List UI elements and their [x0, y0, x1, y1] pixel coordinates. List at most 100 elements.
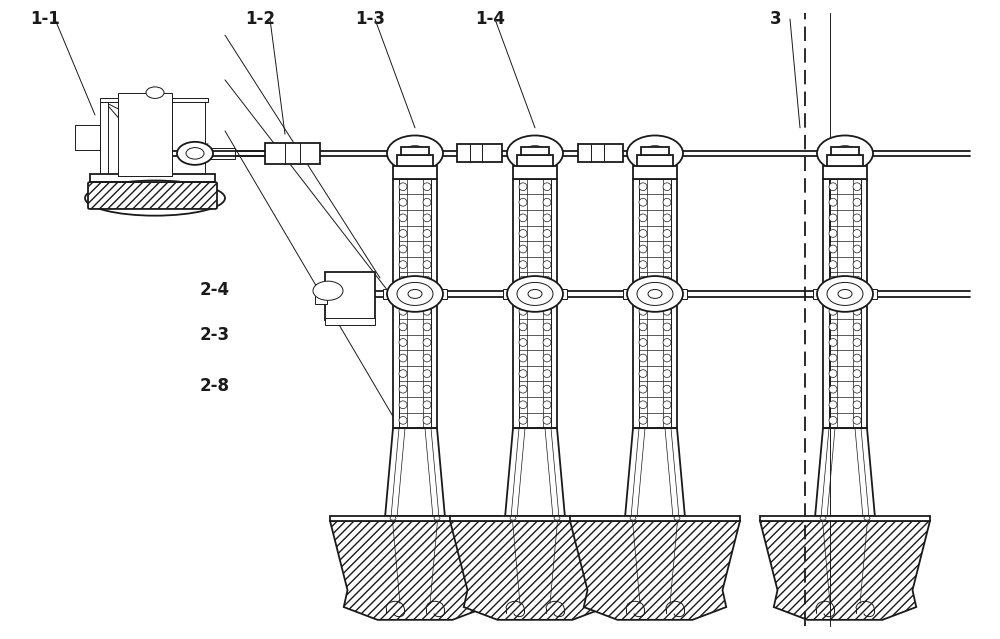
Circle shape	[507, 276, 563, 312]
Ellipse shape	[519, 229, 527, 237]
Bar	[75, 125, 100, 150]
Ellipse shape	[423, 307, 431, 315]
Ellipse shape	[829, 229, 837, 237]
Ellipse shape	[663, 276, 671, 284]
Ellipse shape	[639, 245, 647, 253]
Bar	[823, 166, 867, 179]
Ellipse shape	[543, 276, 551, 284]
Ellipse shape	[829, 417, 837, 424]
FancyBboxPatch shape	[88, 182, 217, 209]
Circle shape	[186, 148, 204, 159]
Circle shape	[827, 282, 863, 305]
Ellipse shape	[543, 183, 551, 190]
Ellipse shape	[399, 339, 407, 346]
Bar	[265, 143, 320, 164]
Ellipse shape	[853, 214, 861, 222]
Bar	[633, 179, 677, 428]
Ellipse shape	[829, 307, 837, 315]
Bar	[195, 148, 235, 159]
Circle shape	[434, 516, 440, 520]
Ellipse shape	[519, 198, 527, 206]
Ellipse shape	[423, 261, 431, 268]
Bar	[570, 516, 740, 521]
Text: 1-4: 1-4	[475, 10, 505, 27]
Ellipse shape	[853, 292, 861, 300]
Ellipse shape	[639, 323, 647, 331]
Ellipse shape	[853, 307, 861, 315]
Bar	[315, 284, 327, 304]
Ellipse shape	[543, 385, 551, 393]
Bar	[457, 144, 502, 162]
Bar	[521, 147, 549, 155]
Bar	[513, 179, 557, 428]
Ellipse shape	[543, 198, 551, 206]
Ellipse shape	[639, 370, 647, 378]
Ellipse shape	[853, 385, 861, 393]
Polygon shape	[450, 521, 620, 620]
Bar	[760, 516, 930, 521]
Ellipse shape	[663, 229, 671, 237]
Ellipse shape	[853, 339, 861, 346]
Circle shape	[507, 135, 563, 171]
Bar	[325, 272, 375, 320]
Ellipse shape	[423, 229, 431, 237]
Bar	[823, 179, 867, 428]
Bar	[815, 516, 875, 521]
Circle shape	[313, 281, 343, 300]
Ellipse shape	[519, 354, 527, 362]
Ellipse shape	[399, 245, 407, 253]
Ellipse shape	[543, 292, 551, 300]
Circle shape	[390, 516, 396, 520]
Bar	[513, 166, 557, 179]
Bar	[330, 516, 500, 521]
Ellipse shape	[399, 261, 407, 268]
Circle shape	[838, 289, 852, 298]
Ellipse shape	[853, 198, 861, 206]
Circle shape	[528, 289, 542, 298]
Ellipse shape	[829, 183, 837, 190]
Circle shape	[817, 276, 873, 312]
Text: 2-3: 2-3	[200, 326, 230, 344]
Ellipse shape	[519, 370, 527, 378]
Ellipse shape	[519, 292, 527, 300]
Polygon shape	[815, 428, 875, 518]
Polygon shape	[570, 521, 740, 620]
Circle shape	[387, 276, 443, 312]
Ellipse shape	[423, 370, 431, 378]
Text: 3: 3	[770, 10, 782, 27]
Bar	[623, 289, 687, 299]
Circle shape	[648, 289, 662, 298]
Ellipse shape	[519, 261, 527, 268]
Circle shape	[833, 146, 857, 161]
Ellipse shape	[543, 417, 551, 424]
Bar	[625, 516, 685, 521]
Bar	[397, 155, 433, 166]
Bar	[831, 147, 859, 155]
Ellipse shape	[399, 385, 407, 393]
Bar	[641, 147, 669, 155]
Circle shape	[864, 516, 870, 520]
Bar	[118, 93, 172, 176]
Ellipse shape	[519, 183, 527, 190]
Ellipse shape	[853, 261, 861, 268]
Ellipse shape	[543, 339, 551, 346]
Ellipse shape	[829, 385, 837, 393]
Bar	[813, 289, 877, 299]
Circle shape	[510, 516, 516, 520]
Ellipse shape	[543, 245, 551, 253]
Ellipse shape	[853, 354, 861, 362]
Ellipse shape	[639, 354, 647, 362]
Ellipse shape	[399, 323, 407, 331]
Text: 1-2: 1-2	[245, 10, 275, 27]
Circle shape	[820, 516, 826, 520]
Ellipse shape	[853, 417, 861, 424]
Ellipse shape	[423, 292, 431, 300]
Ellipse shape	[663, 385, 671, 393]
Ellipse shape	[853, 323, 861, 331]
Ellipse shape	[663, 370, 671, 378]
Circle shape	[403, 146, 427, 161]
Ellipse shape	[543, 354, 551, 362]
Bar	[578, 144, 623, 162]
Circle shape	[146, 87, 164, 98]
Ellipse shape	[829, 198, 837, 206]
